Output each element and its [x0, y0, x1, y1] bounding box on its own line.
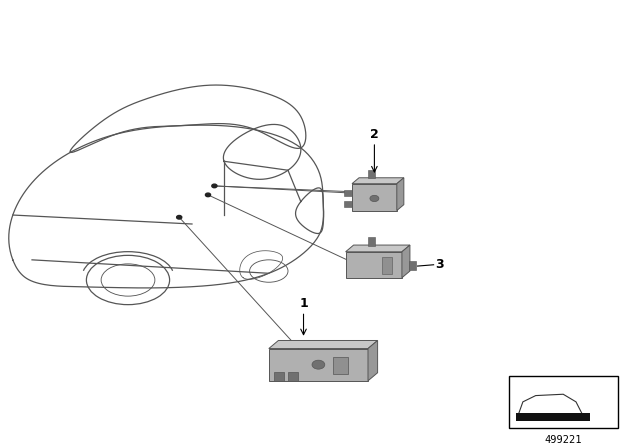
Polygon shape: [269, 349, 368, 381]
Polygon shape: [274, 372, 284, 381]
Polygon shape: [402, 245, 410, 278]
Text: 1: 1: [299, 297, 308, 310]
Polygon shape: [346, 252, 402, 278]
Bar: [344, 201, 352, 207]
Circle shape: [205, 193, 211, 197]
Polygon shape: [352, 178, 404, 184]
Circle shape: [212, 184, 217, 188]
Bar: [409, 261, 417, 270]
Text: 2: 2: [370, 128, 379, 141]
Circle shape: [312, 360, 324, 369]
Circle shape: [370, 195, 379, 202]
Bar: [509, 376, 618, 428]
Text: 3: 3: [435, 258, 444, 271]
Bar: [344, 190, 352, 196]
Bar: [516, 413, 590, 421]
Bar: [367, 170, 375, 178]
Polygon shape: [397, 178, 404, 211]
Bar: [368, 237, 374, 246]
Polygon shape: [368, 340, 378, 381]
Polygon shape: [269, 340, 378, 349]
Bar: [333, 357, 348, 375]
Polygon shape: [346, 245, 410, 252]
Polygon shape: [288, 372, 298, 381]
Text: 499221: 499221: [545, 435, 582, 445]
Polygon shape: [352, 184, 397, 211]
Bar: [382, 257, 392, 274]
Circle shape: [177, 215, 182, 219]
